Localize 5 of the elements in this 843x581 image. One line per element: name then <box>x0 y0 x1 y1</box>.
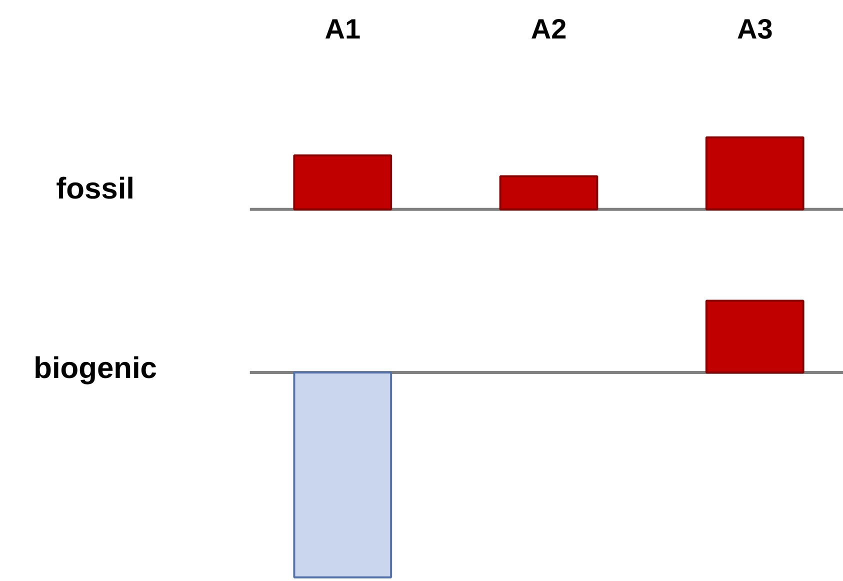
y-axis-title: biogenic <box>34 352 157 385</box>
x-tick-label: A2 <box>530 14 567 44</box>
x-tick-label: A3 <box>736 14 773 44</box>
x-tick-label: A1 <box>324 14 361 44</box>
y-axis-title: fossil <box>56 172 134 206</box>
